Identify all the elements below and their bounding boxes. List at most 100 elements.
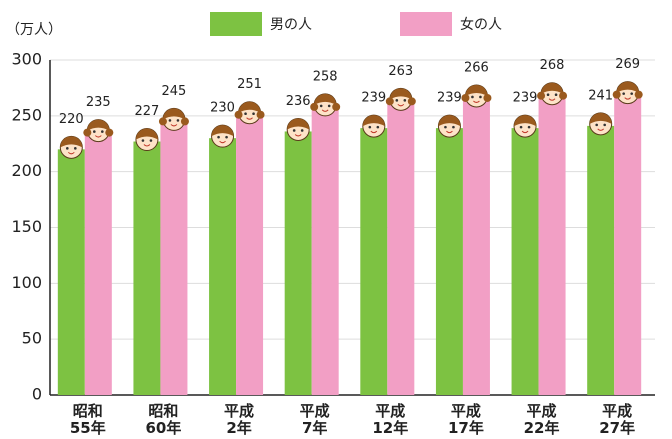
value-label: 266: [464, 60, 489, 75]
value-label: 269: [615, 57, 640, 72]
bar: [85, 133, 112, 395]
face-eye: [177, 119, 180, 122]
face-eye: [142, 139, 145, 142]
unit-label: （万人）: [6, 22, 62, 38]
face-eye: [169, 119, 172, 122]
face-eye: [93, 130, 96, 133]
face-bun: [461, 94, 469, 102]
face-eye: [520, 126, 523, 129]
bar: [614, 95, 641, 395]
face-bun: [159, 117, 167, 125]
x-tick-line: 平成: [527, 402, 557, 420]
face-bun: [537, 92, 545, 100]
bar: [312, 107, 339, 395]
face-eye: [150, 139, 153, 142]
face-eye: [217, 136, 220, 139]
face: [136, 129, 158, 151]
legend-label: 女の人: [460, 16, 502, 33]
face-eye: [66, 147, 69, 150]
legend-label: 男の人: [270, 17, 312, 33]
face-eye: [528, 126, 531, 129]
x-tick-line: 27年: [599, 419, 635, 437]
value-label: 241: [588, 88, 613, 103]
face-eye: [252, 112, 255, 115]
x-tick-line: 平成: [224, 402, 254, 420]
x-tick-line: 平成: [602, 402, 632, 420]
chart: （万人） 050100150200250300男の人女の人昭和55年220235…: [0, 0, 672, 439]
face: [590, 113, 612, 135]
legend-swatch: [400, 12, 452, 36]
face-eye: [622, 92, 625, 95]
face-eye: [320, 105, 323, 108]
face-eye: [479, 96, 482, 99]
face-eye: [328, 105, 331, 108]
face: [514, 115, 536, 137]
bar: [463, 98, 490, 395]
x-tick-line: 昭和: [148, 402, 178, 420]
legend-swatch: [210, 12, 262, 36]
face-eye: [555, 93, 558, 96]
x-tick-line: 昭和: [73, 402, 103, 420]
value-label: 239: [361, 91, 386, 106]
face-bun: [408, 97, 416, 105]
y-tick-label: 200: [11, 161, 42, 180]
x-tick-line: 22年: [524, 419, 560, 437]
face-bun: [83, 129, 91, 137]
bar: [436, 128, 463, 395]
face-bun: [613, 91, 621, 99]
face-bun: [235, 111, 243, 119]
face-eye: [396, 99, 399, 102]
bar: [236, 115, 263, 395]
y-tick-label: 0: [32, 385, 42, 404]
value-label: 227: [135, 104, 160, 119]
face-eye: [369, 126, 372, 129]
x-tick-line: 平成: [300, 402, 330, 420]
x-tick-line: 7年: [302, 419, 327, 437]
value-label: 230: [210, 101, 235, 116]
face: [287, 118, 309, 140]
value-label: 268: [540, 58, 565, 73]
y-tick-label: 250: [11, 105, 42, 124]
x-tick-label: 平成7年: [300, 402, 330, 437]
face-eye: [630, 92, 633, 95]
x-tick-label: 昭和60年: [146, 402, 182, 437]
bar: [209, 138, 236, 395]
face-eye: [244, 112, 247, 115]
x-tick-label: 平成17年: [448, 402, 484, 437]
x-tick-line: 17年: [448, 419, 484, 437]
x-tick-line: 60年: [146, 419, 182, 437]
face-bun: [105, 129, 113, 137]
y-tick-label: 100: [11, 273, 42, 292]
value-label: 236: [286, 94, 311, 109]
y-tick-label: 50: [22, 329, 42, 348]
value-label: 220: [59, 112, 84, 127]
face: [363, 115, 385, 137]
y-tick-label: 300: [11, 50, 42, 69]
face-bun: [181, 117, 189, 125]
face: [212, 125, 234, 147]
face-eye: [101, 130, 104, 133]
face-eye: [74, 147, 77, 150]
value-label: 245: [162, 84, 187, 99]
value-label: 263: [388, 64, 413, 79]
face-eye: [444, 126, 447, 129]
face-eye: [225, 136, 228, 139]
face-eye: [377, 126, 380, 129]
bar: [539, 96, 566, 395]
value-label: 239: [437, 91, 462, 106]
face-eye: [293, 129, 296, 132]
y-tick-label: 150: [11, 217, 42, 236]
value-label: 258: [313, 69, 338, 84]
x-tick-line: 12年: [372, 419, 408, 437]
bar: [133, 142, 160, 395]
face: [60, 136, 82, 158]
x-tick-line: 平成: [375, 402, 405, 420]
face-eye: [471, 96, 474, 99]
x-tick-line: 2年: [226, 419, 251, 437]
bar: [160, 121, 187, 395]
x-tick-line: 55年: [70, 419, 106, 437]
